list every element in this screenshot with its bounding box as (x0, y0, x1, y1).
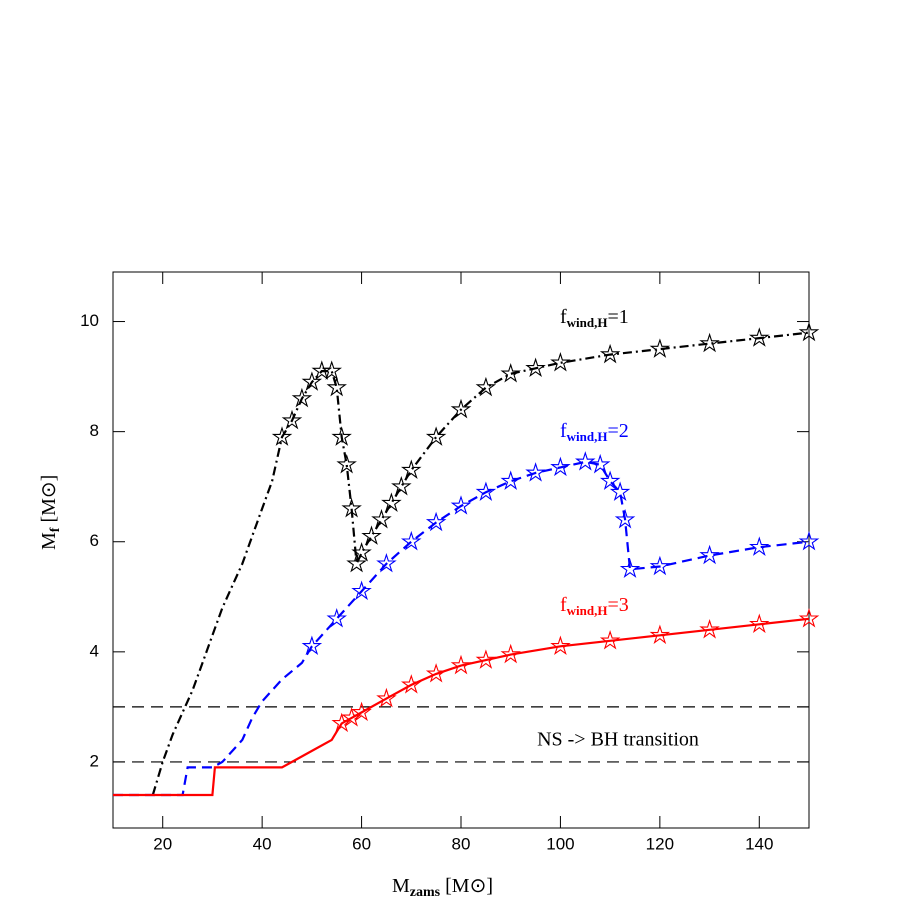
star-marker (798, 530, 820, 551)
star-marker (450, 398, 472, 419)
label-main: M (392, 875, 410, 897)
label-main: M (38, 532, 60, 550)
star-marker (361, 525, 382, 545)
star-marker (301, 371, 323, 391)
label-main: f (560, 306, 567, 328)
label-main: f (560, 594, 567, 616)
x-tick-label: 20 (153, 834, 172, 853)
star-marker (599, 470, 621, 490)
series-line (113, 460, 810, 797)
star-marker (321, 360, 343, 380)
star-marker (699, 332, 720, 353)
label-rest: =2 (608, 420, 629, 442)
x-tick-label: 80 (452, 834, 471, 853)
star-marker (425, 426, 447, 446)
label: fwind,H=3 (560, 594, 629, 618)
star-marker (301, 635, 323, 656)
label-sub: wind,H (567, 429, 608, 444)
star-marker (748, 536, 770, 556)
star-marker (341, 497, 362, 518)
star-marker (381, 492, 402, 512)
star-marker (550, 635, 571, 656)
star-marker (271, 426, 293, 446)
star-marker (589, 453, 611, 474)
star-marker (609, 481, 631, 501)
y-tick-label: 4 (90, 641, 99, 660)
label-rest: [M⊙] (38, 475, 60, 528)
series-line (113, 617, 810, 797)
star-marker (326, 376, 347, 397)
label: Mf [M⊙] (38, 475, 64, 550)
star-marker (699, 618, 720, 639)
star-marker (525, 357, 546, 378)
y-tick-label: 2 (90, 751, 99, 770)
star-marker (500, 362, 522, 383)
label-sub: wind,H (567, 315, 608, 330)
star-marker (525, 462, 546, 482)
star-marker (346, 553, 367, 573)
star-marker (798, 321, 820, 342)
star-marker (351, 701, 372, 722)
star-marker (748, 327, 770, 347)
star-marker (351, 542, 372, 562)
star-marker (376, 687, 397, 708)
star-marker (599, 630, 621, 650)
y-tick-label: 8 (90, 421, 99, 440)
plot-frame (112, 271, 810, 829)
star-marker (749, 613, 770, 634)
label-sub: wind,H (567, 603, 608, 618)
star-marker (400, 530, 422, 551)
star-marker (798, 608, 820, 628)
star-marker (649, 624, 671, 645)
star-marker (550, 351, 571, 372)
star-marker (391, 475, 412, 496)
label-rest: =1 (608, 306, 629, 328)
label-sub: f (48, 527, 63, 532)
star-marker (699, 544, 720, 565)
label-rest: =3 (608, 594, 629, 616)
star-marker (425, 511, 447, 532)
x-tick-label: 40 (253, 834, 272, 853)
star-marker (500, 643, 521, 664)
star-marker (281, 409, 303, 430)
x-tick-label: 100 (546, 834, 574, 853)
label: fwind,H=2 (560, 420, 629, 444)
x-tick-label: 120 (646, 834, 674, 853)
star-marker (425, 663, 447, 683)
star-marker (336, 453, 357, 474)
star-marker (376, 553, 397, 573)
star-marker (649, 555, 671, 576)
star-marker (475, 376, 497, 397)
star-marker (475, 649, 497, 669)
star-marker (450, 654, 472, 675)
star-marker (326, 608, 347, 628)
star-marker (550, 456, 571, 477)
label-rest: [M⊙] (440, 875, 493, 897)
annotation: NS -> BH transition (537, 729, 699, 751)
star-marker (475, 481, 497, 501)
star-marker (450, 495, 472, 515)
star-marker (500, 470, 522, 490)
star-marker (649, 338, 671, 358)
star-marker (599, 343, 621, 364)
label: Mzams [M⊙] (392, 875, 493, 901)
star-marker (291, 387, 313, 408)
x-tick-label: 140 (745, 834, 773, 853)
star-marker (574, 451, 596, 471)
label-sub: zams (410, 885, 441, 900)
star-marker (400, 459, 422, 479)
y-tick-label: 6 (90, 531, 99, 550)
star-marker (371, 508, 392, 529)
star-marker (331, 426, 352, 446)
series-line (151, 331, 810, 796)
star-marker (619, 558, 641, 578)
label-main: f (560, 420, 567, 442)
star-marker (351, 580, 372, 601)
y-tick-label: 10 (80, 311, 99, 330)
star-marker (400, 674, 422, 694)
star-marker (614, 508, 636, 529)
x-tick-label: 60 (352, 834, 371, 853)
label: fwind,H=1 (560, 306, 629, 330)
